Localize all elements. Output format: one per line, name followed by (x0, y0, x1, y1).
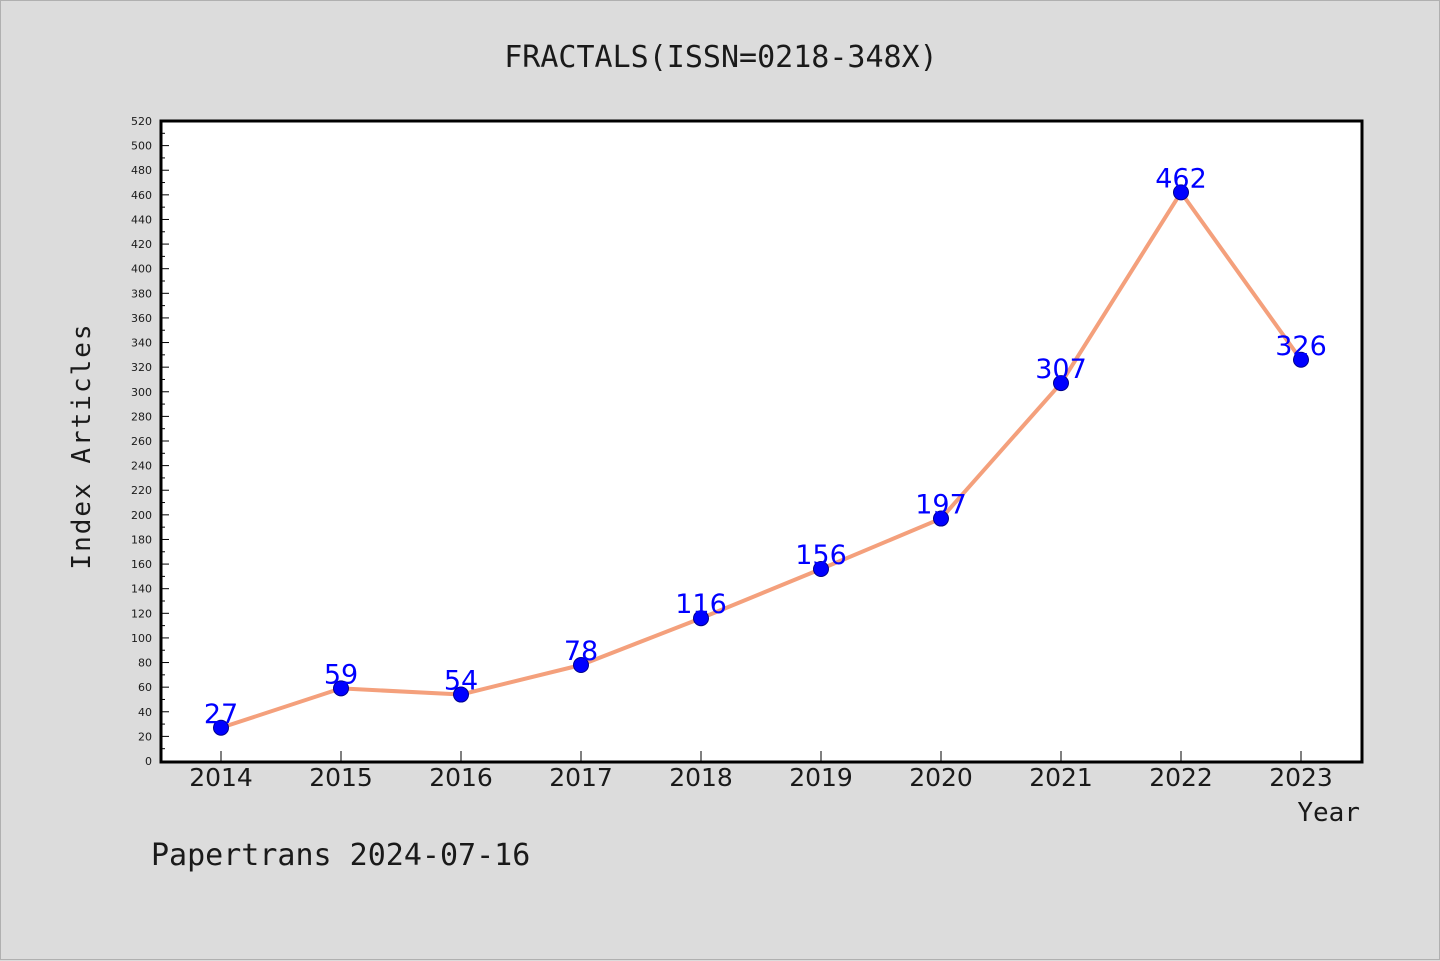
y-tick-label: 260 (131, 435, 152, 448)
y-tick-label: 120 (131, 607, 152, 620)
x-tick-label: 2022 (1149, 763, 1213, 792)
y-tick-label: 320 (131, 361, 152, 374)
series-line (219, 190, 1303, 730)
y-tick-label: 480 (131, 164, 152, 177)
plot-area (159, 119, 1364, 764)
data-point (693, 610, 709, 627)
y-tick-label: 440 (131, 213, 152, 226)
data-label: 59 (324, 659, 358, 690)
y-axis-title: Index Articles (67, 322, 97, 569)
x-tick-label: 2015 (309, 763, 373, 792)
data-point (333, 680, 349, 697)
y-tick-label: 0 (145, 755, 152, 768)
y-tick-label: 60 (138, 681, 152, 694)
x-tick-label: 2023 (1269, 763, 1333, 792)
data-label: 27 (204, 699, 238, 730)
x-tick-label: 2014 (189, 763, 253, 792)
y-tick-label: 100 (131, 632, 152, 645)
y-tick-label: 360 (131, 312, 152, 325)
data-point (1173, 184, 1189, 201)
y-tick-label: 140 (131, 583, 152, 596)
footer-credit: Papertrans 2024-07-16 (151, 838, 530, 873)
x-tick-label: 2019 (789, 763, 853, 792)
x-axis-title: Year (1297, 798, 1360, 828)
series-layer (213, 184, 1309, 736)
y-tick-label: 340 (131, 337, 152, 350)
y-tick-label: 460 (131, 189, 152, 202)
chart-title: FRACTALS(ISSN=0218-348X) (504, 40, 937, 75)
x-tick-label: 2018 (669, 763, 733, 792)
data-label: 116 (675, 589, 727, 620)
data-label: 197 (915, 490, 967, 521)
data-point (1053, 375, 1069, 392)
y-tick-label: 400 (131, 263, 152, 276)
y-axis: 0 20 40 60 80 100 120 140 160 180 200 220 240 260 280 3… (131, 115, 169, 768)
y-tick-label: 220 (131, 484, 152, 497)
data-label: 307 (1035, 354, 1087, 385)
y-tick-label: 300 (131, 386, 152, 399)
data-point (213, 719, 229, 736)
y-tick-label: 80 (138, 657, 152, 670)
data-label: 156 (795, 540, 847, 571)
data-point (933, 510, 949, 527)
y-tick-label: 520 (131, 115, 152, 128)
x-tick-label: 2020 (909, 763, 973, 792)
data-point (813, 561, 829, 577)
data-label: 54 (444, 666, 478, 697)
y-tick-label: 160 (131, 558, 152, 571)
data-label: 78 (564, 636, 598, 667)
y-tick-label: 380 (131, 287, 152, 300)
y-tick-label: 280 (131, 410, 152, 423)
y-tick-label: 20 (138, 730, 152, 743)
x-tick-label: 2016 (429, 763, 493, 792)
y-tick-label: 420 (131, 238, 152, 251)
y-tick-label: 240 (131, 460, 152, 473)
data-point (453, 686, 469, 703)
data-point (1293, 351, 1309, 368)
x-tick-label: 2021 (1029, 763, 1093, 792)
data-point (573, 657, 589, 673)
data-label-layer: 27 59 54 78 116 156 197 307 462 326 (204, 163, 1327, 729)
y-tick-label: 180 (131, 533, 152, 546)
data-label: 326 (1275, 331, 1327, 362)
x-tick-label: 2017 (549, 763, 613, 792)
y-tick-label: 500 (131, 140, 152, 153)
x-axis: 2014 2015 2016 2017 2018 2019 2020 2021 2022 2023 (189, 751, 1333, 792)
data-label: 462 (1155, 163, 1207, 194)
y-tick-label: 200 (131, 509, 152, 522)
y-tick-label: 40 (138, 706, 152, 719)
